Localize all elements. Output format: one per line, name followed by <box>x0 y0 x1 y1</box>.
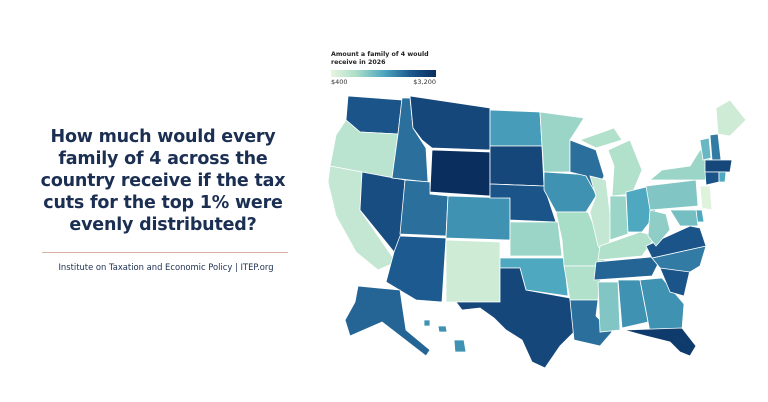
state-me <box>715 99 747 137</box>
state-sd <box>489 145 545 187</box>
state-tx <box>455 267 577 369</box>
legend-max-label: $3,200 <box>413 78 436 86</box>
state-mi <box>578 127 623 149</box>
legend-title: Amount a family of 4 would receive in 20… <box>331 51 429 66</box>
state-ma <box>704 159 733 173</box>
state-nj <box>699 185 713 211</box>
state-va <box>645 225 707 259</box>
state-ct <box>704 171 720 186</box>
state-ks <box>509 221 563 257</box>
state-tn <box>593 255 663 281</box>
state-nm <box>445 239 501 303</box>
state-wv <box>647 209 671 247</box>
state-ak <box>344 285 431 357</box>
legend-color-bar <box>331 70 436 77</box>
divider <box>42 252 288 253</box>
legend-min-label: $400 <box>331 78 348 86</box>
state-hi <box>437 325 448 333</box>
state-vt <box>699 137 712 161</box>
state-nd <box>489 109 543 147</box>
state-fl <box>623 327 697 357</box>
state-md <box>669 209 699 227</box>
state-in <box>609 195 629 241</box>
headline: How much would every family of 4 across … <box>40 127 286 235</box>
state-nh <box>709 133 722 161</box>
state-mi <box>607 139 643 197</box>
source-credit: Institute on Taxation and Economic Polic… <box>58 262 274 272</box>
state-co <box>445 195 511 241</box>
state-mt <box>409 95 491 151</box>
state-la <box>569 299 613 347</box>
state-wy <box>429 149 491 197</box>
state-ms <box>597 281 621 333</box>
state-ri <box>718 171 727 183</box>
state-az <box>385 235 447 303</box>
state-hi <box>423 319 431 327</box>
state-pa <box>645 179 699 211</box>
state-hi <box>453 339 467 353</box>
legend: Amount a family of 4 would receive in 20… <box>331 51 436 86</box>
